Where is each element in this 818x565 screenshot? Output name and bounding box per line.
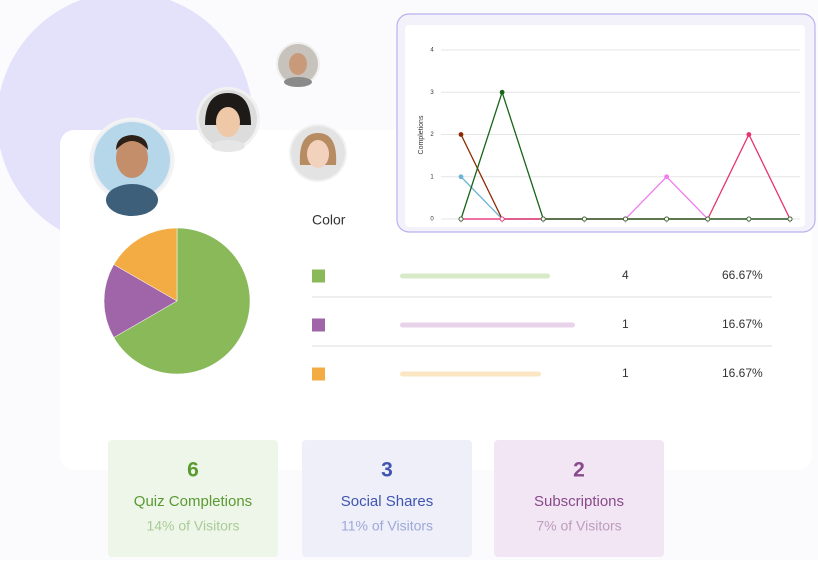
chart-area: [405, 25, 805, 227]
pie-chart: [103, 227, 251, 375]
stat-value: 3: [381, 459, 393, 482]
progress-bar: [400, 371, 541, 377]
stat-label: Social Shares: [341, 493, 434, 510]
y-tick-label: 2: [430, 132, 434, 138]
line-point: [746, 132, 752, 137]
color-swatch: [312, 318, 325, 332]
line-point: [458, 132, 464, 137]
stat-card: [108, 440, 278, 557]
stat-sub: 11% of Visitors: [341, 518, 433, 534]
line-point: [664, 174, 670, 180]
progress-bar: [400, 273, 550, 279]
stat-card: [494, 440, 664, 557]
table-header: Color: [312, 212, 346, 228]
line-point: [540, 216, 546, 222]
line-point: [623, 216, 628, 222]
y-tick-label: 3: [430, 90, 434, 96]
stat-sub: 14% of Visitors: [146, 518, 239, 534]
line-chart: 0 1 2 3 4: [430, 48, 800, 223]
line-point: [581, 216, 587, 222]
line-point: [705, 216, 711, 222]
percent: 66.67%: [722, 268, 763, 282]
pie-slice: [113, 227, 178, 302]
count: 1: [622, 317, 629, 331]
stat-card: [302, 440, 472, 557]
stat-label: Subscriptions: [534, 493, 624, 510]
y-tick-label: 0: [430, 217, 434, 223]
line-point: [499, 89, 505, 95]
y-tick-label: 1: [430, 174, 434, 180]
pie-slice: [113, 227, 251, 375]
pie-slice: [103, 264, 178, 338]
progress-bar: [400, 322, 575, 328]
stat-value: 2: [573, 459, 585, 482]
y-axis-label: Completions: [418, 115, 425, 154]
y-tick-label: 4: [430, 48, 434, 54]
line-point: [664, 216, 670, 222]
stat-value: 6: [187, 459, 199, 482]
avatar: [196, 87, 260, 152]
line-point: [458, 216, 464, 222]
line-point: [458, 174, 464, 180]
line-point: [746, 216, 752, 222]
color-swatch: [312, 269, 325, 283]
avatar: [89, 117, 175, 216]
color-swatch: [312, 367, 325, 381]
count: 1: [622, 366, 629, 380]
percent: 16.67%: [722, 317, 763, 331]
poll-table: 4 66.67% 1 16.67% 1 16.67%: [312, 268, 772, 381]
percent: 16.67%: [722, 366, 763, 380]
line-point: [499, 216, 505, 222]
avatar: [276, 42, 320, 87]
avatar: [289, 124, 347, 182]
stats: 6 Quiz Completions 14% of Visitors 3 Social …: [108, 440, 664, 557]
stat-sub: 7% of Visitors: [536, 518, 621, 534]
line-point: [787, 216, 793, 222]
count: 4: [622, 268, 629, 282]
stat-label: Quiz Completions: [134, 493, 252, 510]
